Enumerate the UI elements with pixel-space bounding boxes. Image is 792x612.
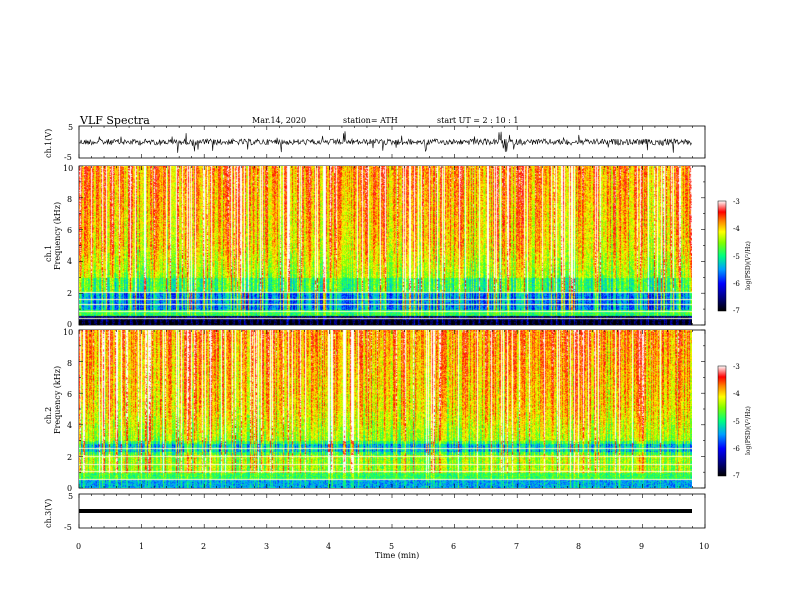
xtick-9: 9 [639, 542, 644, 551]
cb2-tick-m6: -6 [733, 445, 740, 453]
ch2-spec-ytick-10: 10 [63, 328, 73, 337]
ch1-waveform-panel: 5 -5 ch.1(V) [44, 123, 706, 162]
ch1-spec-ytick-2: 2 [67, 289, 72, 298]
cb1-tick-m6: -6 [733, 280, 740, 288]
ch3-waveform-panel: 5 -5 ch.3(V) [44, 492, 706, 532]
xtick-3: 3 [264, 542, 269, 551]
ch2-spectrogram-image [79, 330, 692, 488]
ch2-colorbar: -3 -4 -5 -6 -7 log(PSD)(V²/Hz) [717, 363, 752, 480]
ch2-spec-ytick-4: 4 [67, 421, 72, 430]
ch1-waveform-line [78, 131, 692, 153]
cb2-tick-m4: -4 [733, 390, 740, 398]
ch1-spec-ytick-4: 4 [67, 257, 72, 266]
x-axis: 0 1 2 3 4 5 6 7 8 9 10 Time (min) [76, 542, 709, 560]
cb1-tick-m7: -7 [733, 307, 740, 315]
ch3-ytick-bottom: -5 [64, 523, 72, 532]
cb2-label: log(PSD)(V²/Hz) [745, 406, 752, 455]
xtick-2: 2 [201, 542, 206, 551]
ch1-spectrogram-image [79, 166, 692, 325]
ch1-colorbar: -3 -4 -5 -6 -7 log(PSD)(V²/Hz) [717, 198, 752, 315]
xtick-1: 1 [139, 542, 144, 551]
ch1-spectrogram-panel: 10 8 6 4 2 0 ch.1 Frequency (kHz) [44, 164, 706, 329]
cb1-tick-m5: -5 [733, 253, 740, 261]
ch2-spec-ytick-0: 0 [67, 484, 72, 493]
ch1-spec-ytick-8: 8 [67, 195, 72, 204]
ch2-spec-ylabel-frequency: Frequency (kHz) [53, 366, 62, 434]
cb1-label: log(PSD)(V²/Hz) [745, 241, 752, 290]
ch1-ytick-bottom: -5 [64, 153, 72, 162]
ch2-spec-ytick-6: 6 [67, 390, 72, 399]
cb2-tick-m7: -7 [733, 472, 740, 480]
ch3-ytick-top: 5 [68, 492, 73, 501]
xtick-8: 8 [576, 542, 581, 551]
xtick-10: 10 [699, 542, 709, 551]
xtick-7: 7 [514, 542, 519, 551]
xtick-4: 4 [326, 542, 331, 551]
ch2-spectrogram-panel: 10 8 6 4 2 0 ch.2 Frequency (kHz) [44, 328, 706, 493]
ch1-spec-ytick-0: 0 [67, 320, 72, 329]
ch2-spec-ytick-2: 2 [67, 453, 72, 462]
ch1-spec-ytick-6: 6 [67, 226, 72, 235]
xtick-0: 0 [76, 542, 81, 551]
cb2-tick-m3: -3 [733, 363, 740, 371]
ch1-ytick-top: 5 [68, 123, 73, 132]
cb2-tick-m5: -5 [733, 418, 740, 426]
xtick-5: 5 [389, 542, 394, 551]
ch1-spec-ylabel-frequency: Frequency (kHz) [53, 202, 62, 270]
axis-ticks [78, 126, 706, 528]
cb1-tick-m3: -3 [733, 198, 740, 206]
ch1-ylabel: ch.1(V) [44, 129, 53, 158]
station-label: station= ATH [343, 116, 398, 125]
ch2-spec-ytick-8: 8 [67, 359, 72, 368]
date-label: Mar.14, 2020 [252, 116, 306, 125]
ch3-ylabel: ch.3(V) [44, 499, 53, 528]
ch2-spec-ylabel-channel: ch.2 [44, 407, 53, 424]
ch1-spec-ylabel-channel: ch.1 [44, 245, 53, 262]
x-axis-label: Time (min) [375, 551, 419, 560]
start-time-label: start UT = 2 : 10 : 1 [437, 116, 518, 125]
cb1-tick-m4: -4 [733, 225, 740, 233]
ch1-spec-ytick-10: 10 [63, 164, 73, 173]
figure-title: VLF Spectra [79, 114, 150, 127]
xtick-6: 6 [451, 542, 456, 551]
